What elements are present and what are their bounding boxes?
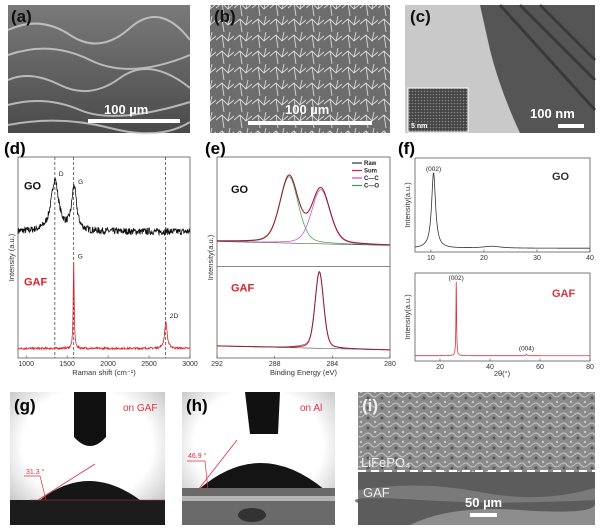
raman-x-axis-label: Raman shift (cm⁻¹) — [72, 368, 136, 377]
scale-bar-label-i: 50 µm — [465, 495, 502, 510]
series-label-go: GO — [24, 181, 42, 193]
panel-h-contact-angle-image: 46.9 ° (h) on Al — [182, 392, 335, 525]
raman-series-go — [17, 177, 191, 237]
xrd-gaf-x-tick-label: 40 — [486, 364, 494, 371]
panel-c-tem-image: (c) 5 nm 100 nm — [405, 3, 597, 133]
xrd-gaf-y-axis-label: Intensity(a.u.) — [403, 294, 412, 340]
panel-label-b: (b) — [214, 7, 236, 26]
xps-background — [216, 241, 391, 246]
panel-label-f: (f) — [398, 139, 415, 158]
peak-label: (002) — [426, 166, 441, 173]
peak-label: G — [78, 179, 83, 186]
raman-x-tick-label: 3000 — [182, 361, 198, 368]
series-label-go: GO — [231, 184, 249, 196]
legend-label: Raw — [364, 161, 377, 167]
xps-x-axis-label: Binding Energy (eV) — [270, 368, 338, 377]
xrd-x-axis-label: 2θ(°) — [494, 369, 511, 378]
xrd-go-x-tick-label: 40 — [586, 255, 594, 262]
scale-bar-b — [248, 121, 372, 125]
raman-plot-frame — [17, 156, 191, 359]
scale-bar-c — [558, 124, 584, 128]
scale-bar-label-a: 100 µm — [104, 102, 148, 117]
xrd-go-x-tick-label: 20 — [480, 255, 488, 262]
panel-b-sem-image: (b) 100 µm — [210, 5, 390, 133]
panel-label-h: (h) — [186, 396, 208, 415]
series-label-gaf: GAF — [24, 276, 48, 288]
droplet — [198, 463, 325, 490]
xps-x-tick-label: 280 — [384, 361, 396, 368]
charts: D G GO G 2D GAF 1000 1500 2000 2500 3000 Raman shif… — [7, 156, 594, 378]
scale-bar-a — [88, 119, 180, 123]
xps-plot-frame — [216, 156, 391, 359]
raman-y-axis-label: Intensity (a.u.) — [7, 233, 16, 281]
xrd-go-y-axis-label: Intensity(a.u.) — [403, 182, 412, 228]
xrd-gaf-plot-frame — [414, 272, 591, 362]
xps-raw-curve — [217, 174, 391, 246]
xrd-gaf-x-tick-label: 20 — [436, 364, 444, 371]
scale-bar-label-b: 100 µm — [285, 102, 329, 117]
peak-label: 2D — [170, 313, 179, 320]
peak-label: G — [78, 253, 83, 260]
raman-x-tick-label: 2500 — [141, 361, 157, 368]
panel-label-e: (e) — [205, 139, 226, 158]
legend-label: C—C — [364, 176, 379, 182]
panel-a-sem-image: (a) 100 µm — [7, 5, 191, 135]
xrd-gaf-curve — [415, 281, 590, 357]
raman-series-gaf — [17, 261, 191, 351]
panel-label-g: (g) — [14, 396, 36, 415]
panel-label-d: (d) — [4, 139, 26, 158]
droplet — [40, 481, 140, 500]
xps-component-cc — [216, 189, 391, 246]
peak-label: D — [59, 171, 64, 178]
peak-label: (004) — [519, 345, 534, 352]
needle — [74, 392, 106, 446]
panel-i-cross-section-image: (i) LiFePO₄ GAF 50 µm — [354, 392, 595, 525]
xrd-go-x-tick-label: 10 — [427, 255, 435, 262]
layer-label-lifepo4: LiFePO₄ — [361, 455, 410, 470]
series-label-go: GO — [552, 171, 570, 183]
raman-x-tick-label: 1500 — [59, 361, 75, 368]
panel-g-contact-angle-image: 31.3 ° (g) on GAF — [10, 392, 165, 525]
xps-y-axis-label: Intensity(a.u.) — [206, 234, 215, 280]
raman-x-tick-label: 2000 — [100, 361, 116, 368]
peak-label: (002) — [449, 275, 464, 282]
substrate-label-h: on Al — [300, 403, 322, 414]
inset-scale-bar-label: 5 nm — [411, 123, 427, 130]
scale-bar-i — [470, 513, 497, 517]
xps-x-tick-label: 284 — [326, 361, 338, 368]
needle — [245, 392, 280, 434]
layer-label-gaf: GAF — [363, 485, 390, 500]
xrd-go-curve — [414, 172, 590, 249]
series-label-gaf: GAF — [231, 283, 255, 295]
hrtem-inset — [407, 87, 469, 133]
legend-label: C—O — [364, 184, 379, 190]
xps-raw-curve — [216, 271, 391, 351]
legend-label: Sum — [364, 169, 377, 175]
contact-angle-label-g: 31.3 ° — [26, 468, 45, 476]
xrd-gaf-x-tick-label: 60 — [536, 364, 544, 371]
substrate-label-g: on GAF — [123, 403, 157, 414]
xrd-go-x-tick-label: 30 — [533, 255, 541, 262]
panel-label-c: (c) — [410, 7, 431, 26]
series-label-gaf: GAF — [552, 288, 576, 300]
xps-x-tick-label: 292 — [211, 361, 223, 368]
xps-x-tick-label: 288 — [269, 361, 281, 368]
panel-label-a: (a) — [11, 7, 32, 26]
raman-x-tick-label: 1000 — [18, 361, 34, 368]
xrd-go-plot-frame — [414, 157, 591, 253]
scale-bar-label-c: 100 nm — [530, 106, 575, 121]
xrd-gaf-x-tick-label: 80 — [586, 364, 594, 371]
contact-angle-label-h: 46.9 ° — [188, 452, 207, 460]
panel-label-i: (i) — [362, 396, 378, 415]
